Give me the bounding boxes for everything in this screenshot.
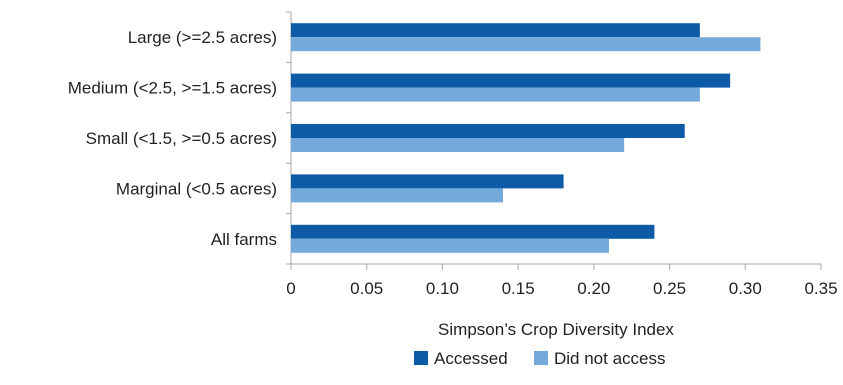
x-tick-label: 0.30 [729,279,762,298]
x-tick-label: 0.10 [426,279,459,298]
bar-accessed [291,23,700,38]
bar-did-not-access [291,188,503,203]
legend: Accessed Did not access [414,349,666,368]
x-tick-label: 0.20 [577,279,610,298]
bar-did-not-access [291,87,700,102]
x-tick-label: 0 [286,279,295,298]
x-tick-label: 0.15 [502,279,535,298]
legend-swatch [414,351,428,365]
category-label: Large (>=2.5 acres) [128,28,277,47]
x-tick-label: 0.05 [350,279,383,298]
x-tick-label: 0.35 [804,279,837,298]
bar-did-not-access [291,37,761,52]
bar-did-not-access [291,138,625,152]
category-label: Marginal (<0.5 acres) [116,179,277,198]
category-label: All farms [211,230,277,249]
category-label: Medium (<2.5, >=1.5 acres) [68,79,277,98]
bars [291,23,761,253]
bar-accessed [291,124,685,138]
category-labels: Large (>=2.5 acres) Medium (<2.5, >=1.5 a… [68,28,277,249]
x-tick-label: 0.25 [653,279,686,298]
legend-swatch [534,351,548,365]
bar-accessed [291,174,564,189]
x-axis-label: Simpson’s Crop Diversity Index [438,320,674,339]
x-tick-labels: 0 0.05 0.10 0.15 0.20 0.25 0.30 0.35 [286,279,837,298]
category-label: Small (<1.5, >=0.5 acres) [86,129,277,148]
bar-accessed [291,224,655,239]
bar-did-not-access [291,238,609,253]
legend-label: Did not access [554,349,666,368]
legend-label: Accessed [434,349,508,368]
bar-accessed [291,73,731,88]
